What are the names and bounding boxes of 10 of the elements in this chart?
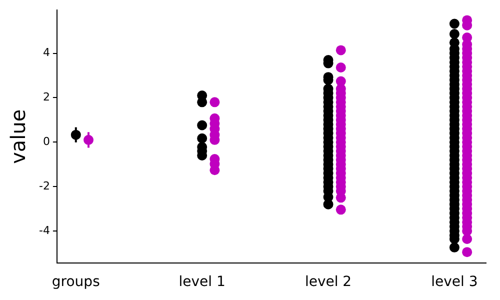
- x-tick-label: level 1: [178, 274, 226, 290]
- y-tick-label: -2: [39, 179, 50, 192]
- x-tick-label: groups: [52, 274, 100, 290]
- y-axis-title: value: [6, 109, 30, 164]
- y-tick-label: 0: [42, 135, 50, 148]
- x-tick-label: level 3: [431, 274, 478, 290]
- y-tick-label: 2: [42, 90, 50, 104]
- y-tick-label: 4: [42, 46, 50, 60]
- x-tick-label: level 2: [304, 274, 352, 290]
- y-tick-label: -4: [39, 224, 50, 237]
